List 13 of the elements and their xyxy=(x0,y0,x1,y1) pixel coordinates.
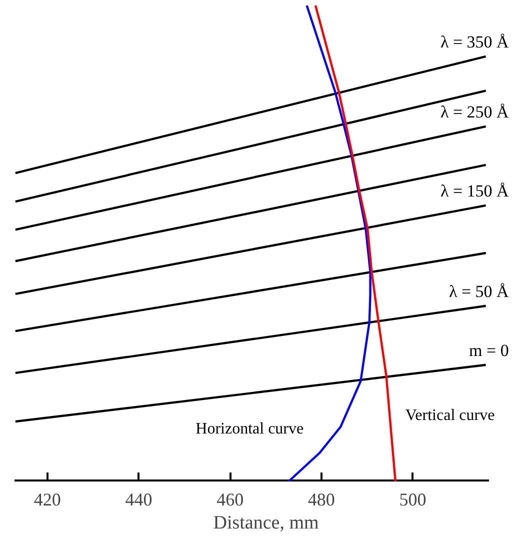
series-label: λ = 250 Å xyxy=(440,102,510,122)
x-tick-label: 420 xyxy=(34,490,61,510)
x-tick-label: 440 xyxy=(125,490,152,510)
series-label: λ = 150 Å xyxy=(440,181,510,200)
series-label: λ = 350 Å xyxy=(440,32,510,52)
x-tick-label: 480 xyxy=(308,490,335,510)
series-label: Horizontal curve xyxy=(196,420,304,438)
series-label: λ = 50 Å xyxy=(448,282,510,301)
series-label: m = 0 xyxy=(469,340,509,360)
x-tick-label: 500 xyxy=(399,490,426,510)
series-label: Vertical curve xyxy=(405,407,495,424)
x-axis-title: Distance, mm xyxy=(213,512,319,534)
x-tick-label: 460 xyxy=(216,490,244,510)
